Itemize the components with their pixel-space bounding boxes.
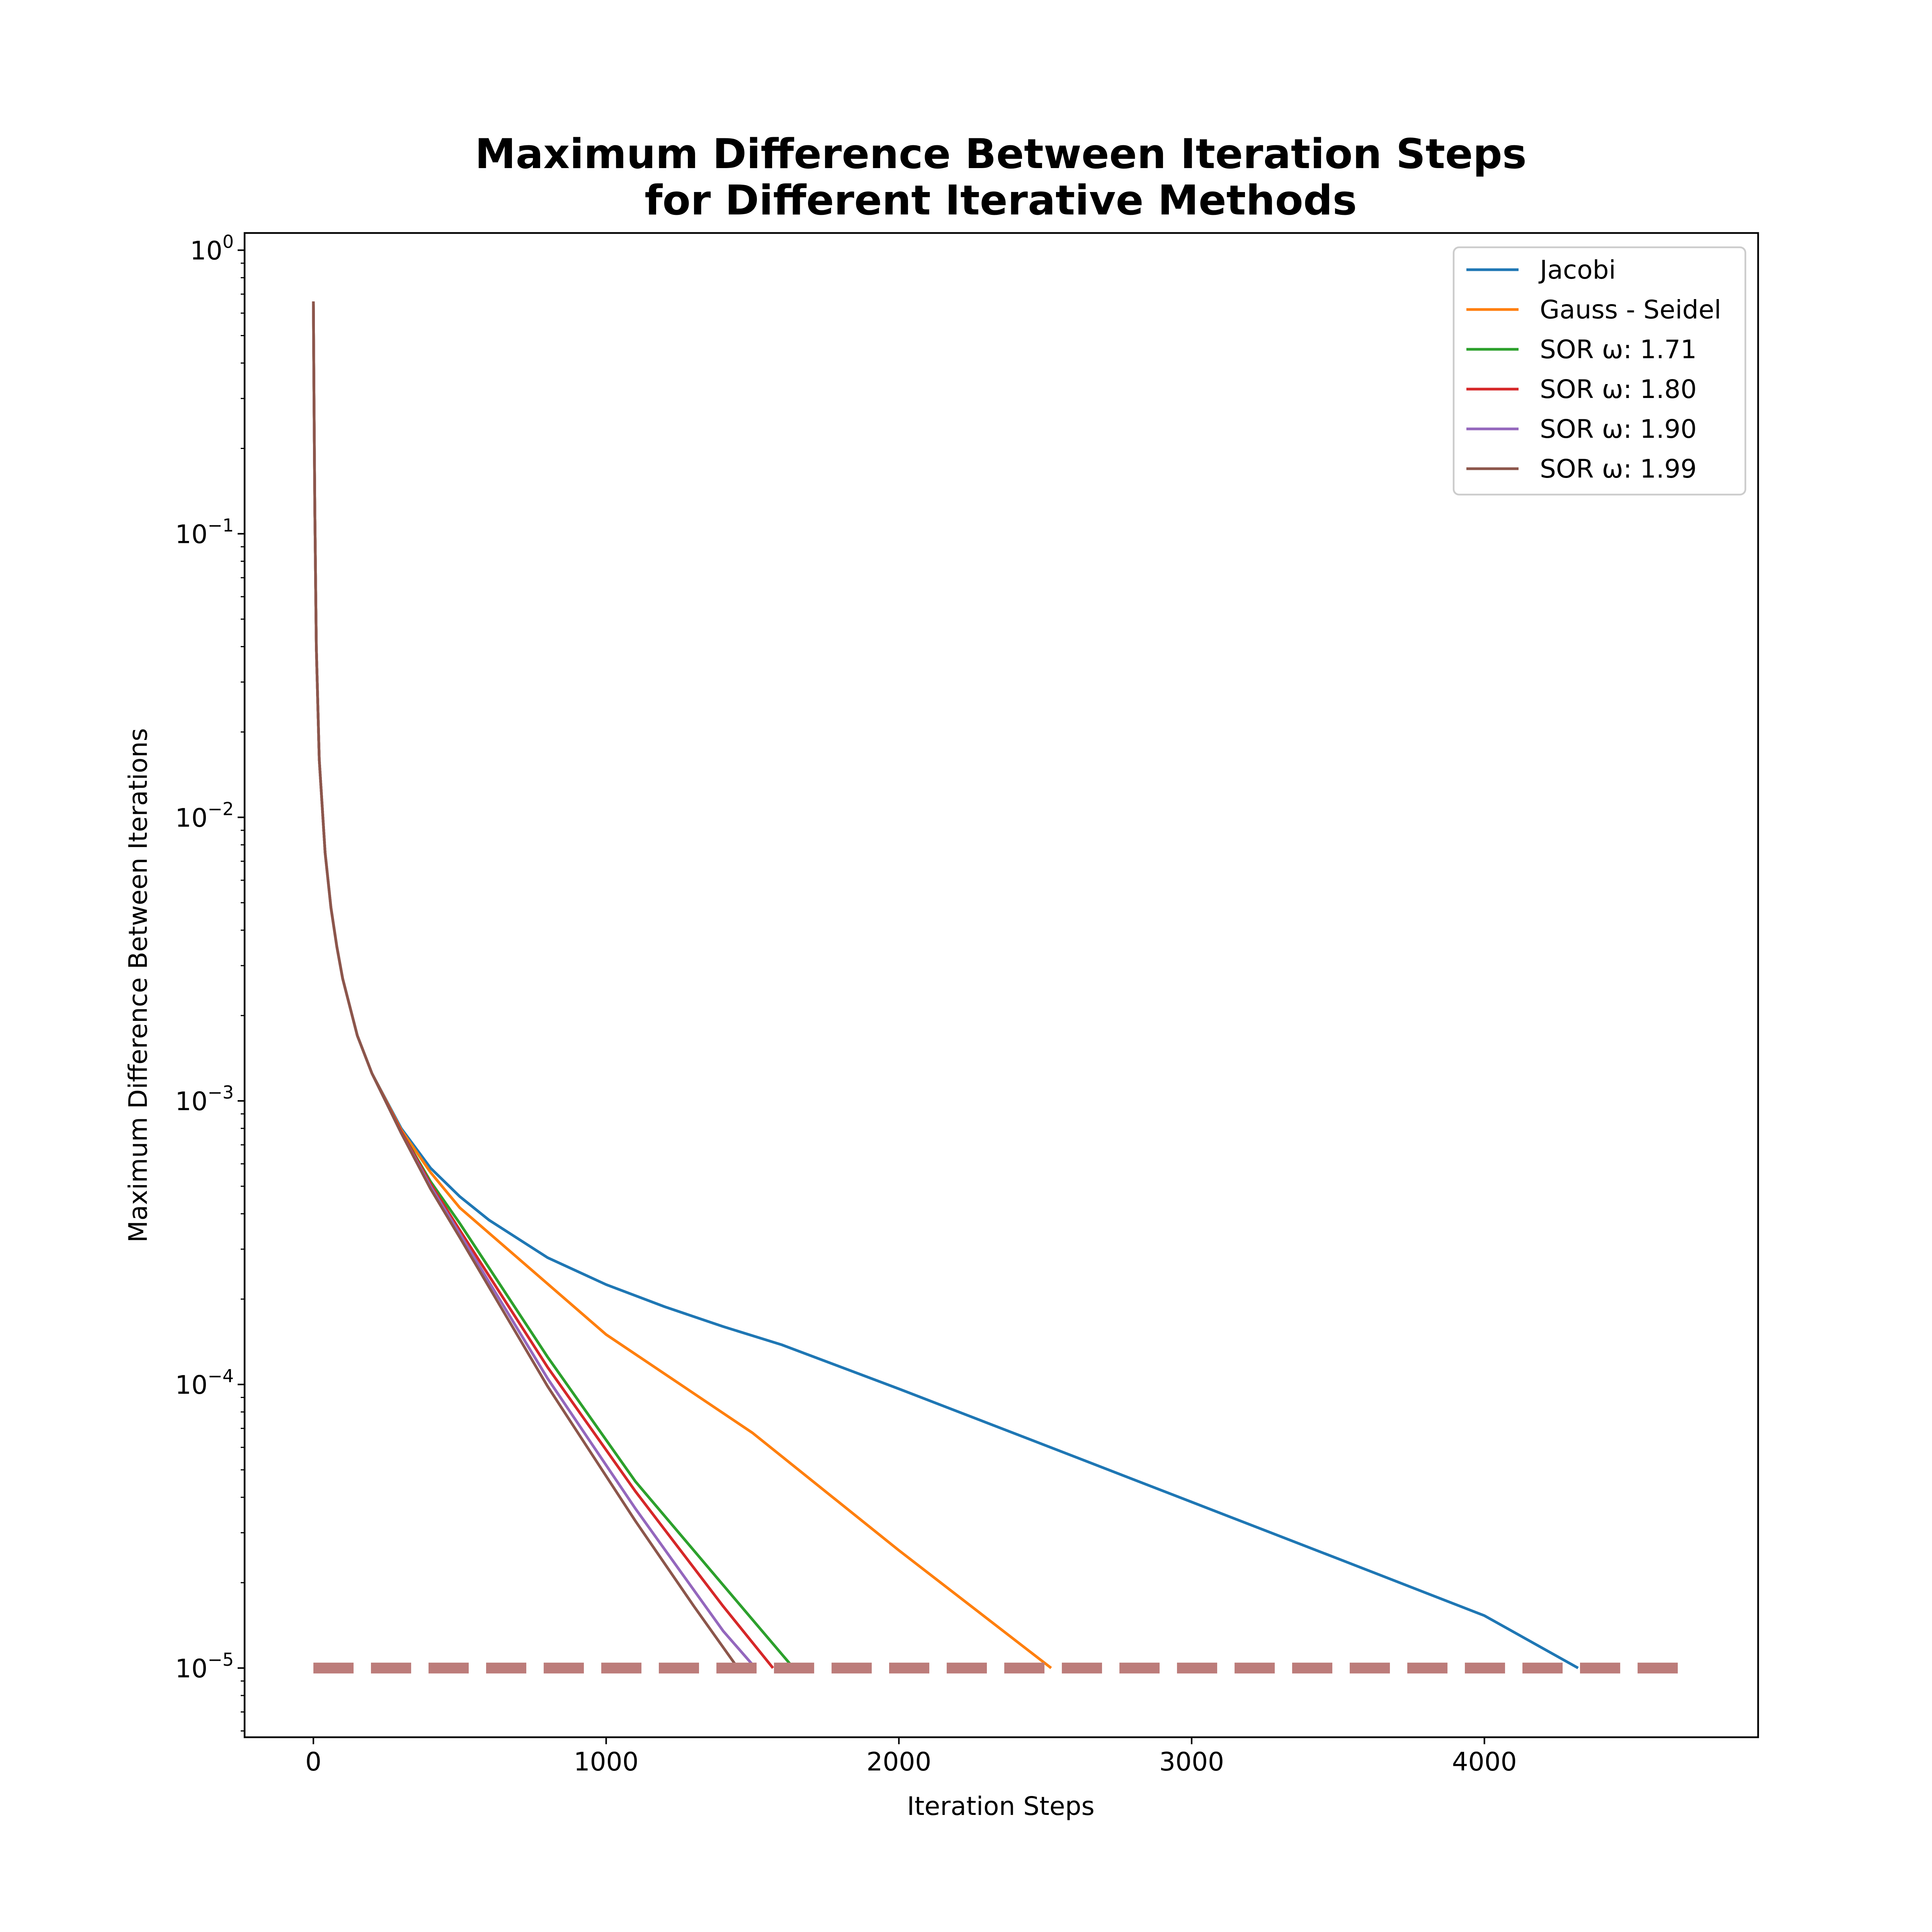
x-tick-label: 2000 [866, 1747, 931, 1777]
legend-label-4: SOR ω: 1.90 [1540, 414, 1697, 444]
y-tick-label: 10−4 [175, 1366, 234, 1400]
chart-title-line-2: for Different Iterative Methods [645, 177, 1357, 224]
x-axis-label: Iteration Steps [907, 1791, 1095, 1821]
y-axis-label: Maximum Difference Between Iterations [123, 728, 153, 1243]
plot-frame [243, 232, 1759, 1738]
x-axis-ticks: 0 1000 2000 3000 4000 [305, 1737, 1517, 1777]
x-tick-label: 3000 [1159, 1747, 1224, 1777]
legend-frame [1452, 246, 1747, 496]
legend-label-2: SOR ω: 1.71 [1540, 335, 1697, 364]
x-tick-label: 0 [305, 1747, 321, 1777]
series-layer [312, 301, 1689, 1673]
y-tick-label: 10−1 [175, 515, 234, 549]
y-tick-label: 100 [190, 231, 234, 266]
legend: Jacobi Gauss - Seidel SOR ω: 1.71 SOR ω: 1.… [1452, 246, 1747, 496]
x-tick-label: 1000 [574, 1747, 639, 1777]
legend-label-0: Jacobi [1538, 255, 1616, 285]
legend-label-5: SOR ω: 1.99 [1540, 454, 1697, 484]
y-axis-ticks: 100 10−1 10−2 10−3 10−4 10−5 [175, 231, 245, 1732]
legend-label-1: Gauss - Seidel [1540, 295, 1721, 325]
chart-title-line-1: Maximum Difference Between Iteration Ste… [475, 130, 1527, 178]
series-line-5 [312, 301, 739, 1669]
y-tick-label: 10−2 [175, 798, 234, 833]
legend-label-3: SOR ω: 1.80 [1540, 374, 1697, 404]
x-tick-label: 4000 [1452, 1747, 1517, 1777]
y-tick-label: 10−3 [175, 1082, 234, 1116]
y-tick-label: 10−5 [175, 1649, 234, 1684]
